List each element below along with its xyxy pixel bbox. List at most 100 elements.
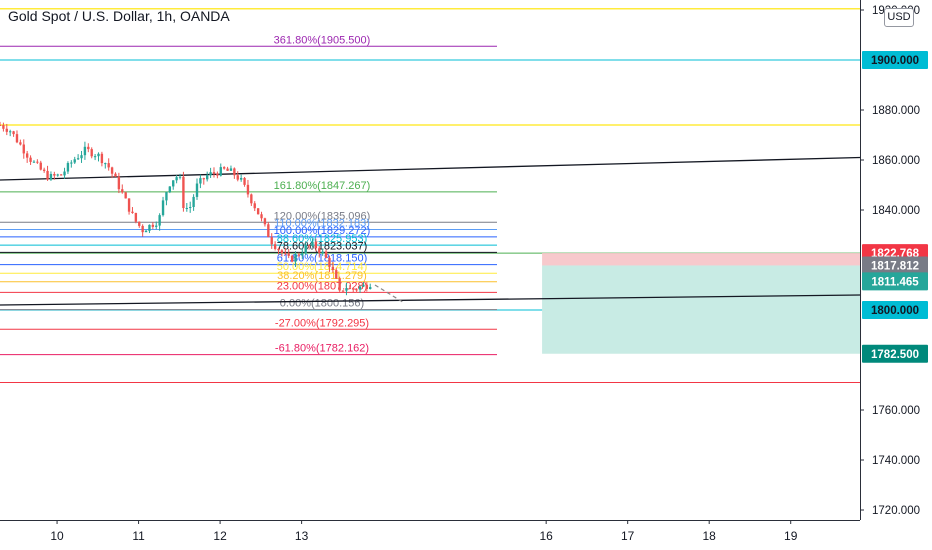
candle-body[interactable]: [335, 270, 338, 279]
candle-body[interactable]: [39, 162, 42, 170]
candle-body[interactable]: [365, 284, 369, 289]
time-axis[interactable]: [0, 520, 860, 550]
candle-body[interactable]: [141, 225, 144, 233]
candle-body[interactable]: [127, 198, 131, 212]
candle-body[interactable]: [9, 131, 12, 133]
candle-body[interactable]: [243, 177, 246, 185]
candle-body[interactable]: [233, 168, 236, 176]
candle-body[interactable]: [355, 289, 358, 291]
candle-body[interactable]: [290, 255, 294, 262]
candle-body[interactable]: [53, 174, 56, 176]
candle-body[interactable]: [307, 245, 311, 247]
candle-body[interactable]: [144, 230, 148, 233]
candle-body[interactable]: [87, 146, 90, 150]
candle-body[interactable]: [284, 253, 287, 255]
candle-body[interactable]: [138, 221, 141, 226]
candle-body[interactable]: [287, 253, 290, 256]
trend-line[interactable]: [0, 294, 861, 306]
candle-body[interactable]: [25, 153, 29, 158]
candle-body[interactable]: [318, 248, 321, 254]
candle-body[interactable]: [267, 224, 270, 238]
candle-body[interactable]: [12, 131, 15, 135]
candle-body[interactable]: [73, 159, 76, 163]
candle-body[interactable]: [212, 172, 216, 174]
candle-body[interactable]: [32, 161, 36, 163]
candle-body[interactable]: [250, 194, 253, 204]
position-target-zone[interactable]: [542, 265, 860, 354]
candle-body[interactable]: [110, 167, 114, 174]
candle-body[interactable]: [226, 168, 229, 171]
candle-body[interactable]: [172, 180, 175, 187]
candle-body[interactable]: [314, 241, 318, 249]
candle-body[interactable]: [324, 251, 328, 258]
candle-body[interactable]: [185, 207, 188, 209]
candle-body[interactable]: [151, 224, 155, 227]
candle-body[interactable]: [100, 153, 104, 164]
currency-button[interactable]: USD: [884, 8, 914, 27]
candle-body[interactable]: [168, 186, 172, 193]
candle-body[interactable]: [338, 278, 341, 291]
candle-body[interactable]: [104, 163, 107, 165]
candle-body[interactable]: [29, 157, 32, 162]
candle-body[interactable]: [2, 125, 5, 129]
candle-body[interactable]: [280, 250, 284, 254]
candle-body[interactable]: [19, 142, 22, 145]
candle-body[interactable]: [178, 176, 182, 178]
candle-body[interactable]: [56, 174, 59, 176]
candle-body[interactable]: [158, 215, 161, 226]
candle-body[interactable]: [236, 175, 239, 180]
candle-body[interactable]: [49, 174, 53, 180]
candle-body[interactable]: [76, 158, 80, 160]
candle-body[interactable]: [301, 253, 304, 256]
candle-body[interactable]: [331, 266, 335, 271]
candle-body[interactable]: [148, 224, 151, 231]
candle-body[interactable]: [352, 288, 355, 290]
candle-body[interactable]: [294, 254, 297, 262]
candle-body[interactable]: [270, 237, 273, 245]
candle-body[interactable]: [202, 178, 205, 180]
candle-body[interactable]: [155, 225, 158, 227]
candle-body[interactable]: [97, 153, 100, 157]
candle-body[interactable]: [192, 196, 195, 207]
candle-body[interactable]: [348, 288, 352, 290]
forecast-line[interactable]: [374, 284, 404, 304]
candle-body[interactable]: [114, 173, 117, 177]
candle-body[interactable]: [15, 134, 19, 143]
candle-body[interactable]: [216, 173, 219, 176]
trend-line[interactable]: [0, 156, 861, 181]
candle-body[interactable]: [189, 206, 192, 208]
candle-body[interactable]: [205, 175, 209, 180]
candle-body[interactable]: [36, 161, 39, 163]
candle-body[interactable]: [121, 189, 124, 193]
candle-body[interactable]: [263, 218, 267, 225]
candle-body[interactable]: [46, 170, 49, 180]
candle-body[interactable]: [66, 163, 70, 172]
candle-body[interactable]: [63, 171, 66, 176]
candle-body[interactable]: [42, 169, 46, 171]
candle-body[interactable]: [80, 155, 83, 159]
candle-body[interactable]: [362, 284, 365, 287]
candle-body[interactable]: [297, 254, 301, 256]
candle-body[interactable]: [260, 214, 263, 219]
candle-body[interactable]: [93, 156, 97, 158]
candle-body[interactable]: [277, 248, 280, 251]
candle-body[interactable]: [253, 203, 256, 209]
candle-body[interactable]: [256, 208, 260, 215]
candle-body[interactable]: [161, 200, 165, 216]
candle-body[interactable]: [358, 286, 362, 290]
candle-body[interactable]: [107, 163, 110, 168]
candle-body[interactable]: [124, 192, 127, 199]
candle-body[interactable]: [328, 257, 331, 267]
candle-body[interactable]: [182, 176, 185, 209]
candle-body[interactable]: [311, 241, 314, 246]
candle-body[interactable]: [209, 172, 212, 176]
position-stop-zone[interactable]: [542, 253, 860, 266]
candle-body[interactable]: [199, 178, 202, 184]
candle-body[interactable]: [239, 177, 243, 180]
candle-body[interactable]: [219, 167, 222, 176]
candle-body[interactable]: [345, 288, 348, 291]
candle-body[interactable]: [229, 168, 233, 171]
candle-body[interactable]: [369, 287, 372, 289]
candle-body[interactable]: [222, 167, 226, 169]
candle-body[interactable]: [131, 211, 134, 213]
